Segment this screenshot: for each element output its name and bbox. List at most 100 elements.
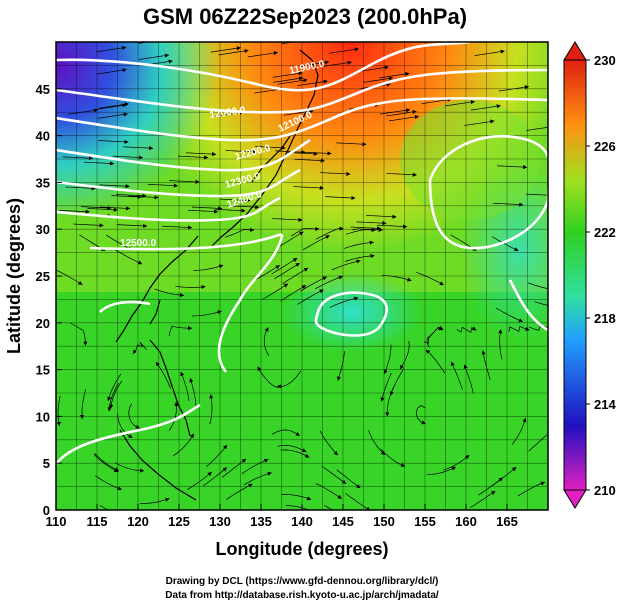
- streamline: [218, 48, 249, 56]
- streamline: [177, 155, 209, 160]
- streamline: [329, 296, 359, 308]
- streamline: [388, 114, 420, 122]
- streamline: [399, 341, 410, 370]
- streamline: [112, 155, 144, 160]
- streamline: [450, 361, 463, 390]
- streamline: [62, 156, 94, 161]
- y-tick-label: 5: [43, 456, 50, 471]
- streamline: [189, 377, 197, 408]
- streamline: [328, 47, 359, 54]
- coast-japan: [211, 49, 319, 247]
- streamline: [73, 223, 104, 228]
- x-tick-label: 125: [168, 514, 190, 529]
- credit-data: Data from http://database.rish.kyoto-u.a…: [165, 590, 439, 601]
- streamline: [386, 109, 417, 117]
- streamline: [300, 276, 327, 292]
- streamline: [99, 184, 130, 189]
- contour-12000: [56, 68, 548, 114]
- streamline: [187, 209, 219, 214]
- contour-high-ne: [428, 135, 548, 250]
- x-tick-label: 110: [46, 514, 67, 529]
- streamline: [56, 395, 61, 427]
- streamline: [191, 310, 222, 317]
- streamline: [79, 388, 87, 420]
- streamline: [87, 207, 118, 212]
- colorbar-tick-label: 230: [594, 53, 616, 68]
- streamline: [202, 467, 228, 487]
- contour-east: [508, 279, 548, 332]
- streamline: [320, 171, 351, 176]
- streamline: [470, 104, 501, 111]
- colorbar-bottom-arrow: [563, 489, 587, 509]
- streamline: [336, 469, 361, 489]
- x-tick-label: 150: [373, 514, 395, 529]
- streamline: [321, 60, 352, 67]
- colorbar-tick-label: 222: [594, 225, 616, 240]
- y-tick-label: 45: [36, 82, 50, 97]
- streamline: [463, 364, 474, 394]
- contour-label-12000: 12000.0: [209, 105, 247, 121]
- x-tick-label: 115: [87, 514, 108, 529]
- streamline: [495, 307, 523, 323]
- streamline: [272, 217, 303, 222]
- x-tick-label: 155: [414, 514, 436, 529]
- x-tick-label: 160: [455, 514, 477, 529]
- streamline: [280, 449, 310, 458]
- streamline: [173, 433, 194, 457]
- streamline: [128, 403, 141, 429]
- streamline: [122, 145, 154, 151]
- height-contours: [56, 42, 548, 465]
- streamline: [59, 209, 90, 214]
- streamline: [273, 76, 304, 83]
- streamline: [83, 161, 115, 166]
- streamline: [180, 371, 190, 401]
- streamline: [423, 325, 444, 344]
- streamline: [99, 505, 109, 510]
- streamline: [109, 380, 123, 409]
- streamline: [344, 240, 374, 249]
- contour-12300: [56, 168, 301, 198]
- streamline: [481, 350, 491, 380]
- colorbar-tick-label: 214: [594, 397, 616, 412]
- streamline: [283, 109, 314, 116]
- streamline: [272, 71, 303, 78]
- x-axis-label: Longitude (degrees): [215, 539, 388, 559]
- y-tick-label: 30: [36, 222, 50, 237]
- credit-drawing: Drawing by DCL (https://www.gfd-dennou.o…: [166, 576, 439, 587]
- streamline: [116, 223, 148, 229]
- x-tick-label: 145: [332, 514, 354, 529]
- streamline: [297, 289, 324, 305]
- streamline: [464, 119, 495, 126]
- coast-china: [115, 235, 199, 343]
- colorbar-tick-label: 218: [594, 311, 616, 326]
- streamline: [508, 325, 530, 332]
- y-tick-label: 25: [36, 269, 50, 284]
- streamline: [95, 475, 122, 491]
- streamline: [425, 349, 446, 374]
- streamline: [225, 227, 255, 238]
- streamline: [93, 454, 119, 473]
- contour-12200: [56, 138, 311, 172]
- streamline: [362, 76, 394, 83]
- streamline: [175, 284, 206, 290]
- colorbar-ticks: 230 226 222 218 214 210: [586, 53, 616, 498]
- streamline: [253, 265, 280, 282]
- streamline: [168, 325, 193, 336]
- streamline: [534, 301, 548, 306]
- streamline: [345, 493, 371, 510]
- contour-12500: [89, 233, 284, 373]
- streamline: [492, 202, 524, 207]
- streamline: [193, 264, 224, 271]
- streamline: [67, 108, 99, 115]
- streamline: [243, 471, 272, 486]
- contour-12400: [56, 196, 281, 222]
- streamline: [262, 283, 289, 300]
- streamline: [444, 99, 476, 107]
- x-tick-label: 120: [127, 514, 149, 529]
- streamline: [498, 85, 530, 92]
- streamline: [285, 505, 316, 510]
- streamline: [315, 226, 344, 240]
- streamline: [291, 226, 320, 237]
- streamline: [257, 366, 279, 389]
